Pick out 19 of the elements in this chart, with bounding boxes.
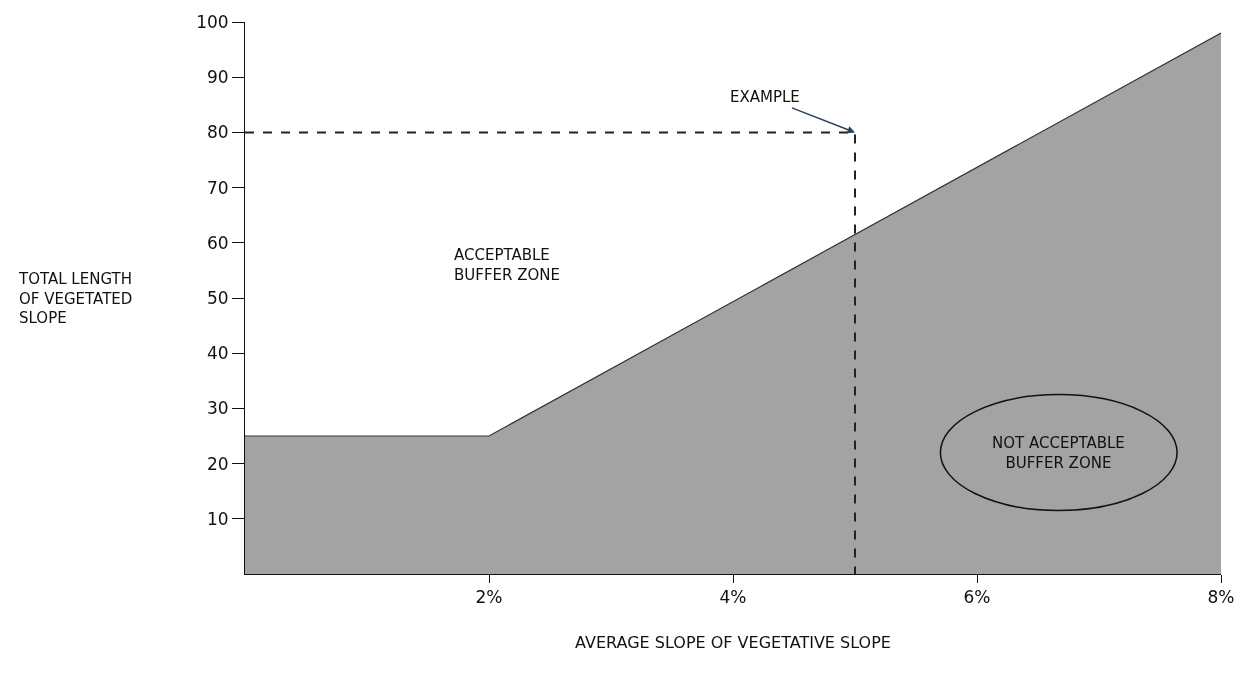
x-axis-title: AVERAGE SLOPE OF VEGETATIVE SLOPE bbox=[575, 633, 891, 653]
x-tick-label: 4% bbox=[719, 587, 747, 608]
y-tick-label: 40 bbox=[206, 343, 229, 364]
annotation: ACCEPTABLE BUFFER ZONE bbox=[454, 246, 560, 284]
y-tick-label: 80 bbox=[206, 122, 229, 143]
y-tick-label: 60 bbox=[206, 232, 229, 253]
x-tick-label: 2% bbox=[475, 587, 503, 608]
y-tick-label: 70 bbox=[206, 177, 229, 198]
x-tick-label: 6% bbox=[963, 587, 991, 608]
y-tick-label: 30 bbox=[206, 398, 229, 419]
annotation: EXAMPLE bbox=[730, 88, 800, 106]
x-tick-label: 8% bbox=[1207, 587, 1235, 608]
y-tick-label: 50 bbox=[206, 287, 229, 308]
y-axis-title: TOTAL LENGTH OF VEGETATED SLOPE bbox=[18, 270, 133, 327]
annotation: NOT ACCEPTABLE BUFFER ZONE bbox=[992, 434, 1125, 472]
y-tick-label: 20 bbox=[206, 453, 229, 474]
y-tick-label: 100 bbox=[196, 11, 229, 32]
y-tick-label: 90 bbox=[206, 67, 229, 88]
y-tick-label: 10 bbox=[206, 508, 229, 529]
